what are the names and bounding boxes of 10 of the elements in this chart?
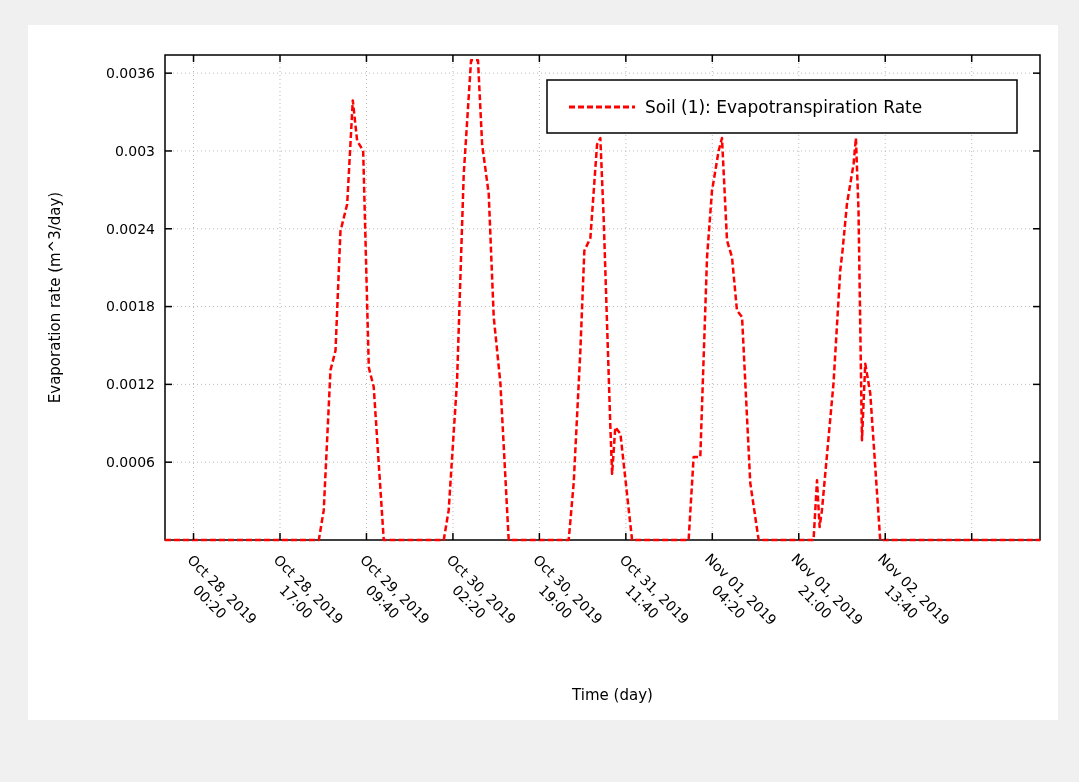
legend-label: Soil (1): Evapotranspiration Rate: [645, 96, 923, 117]
y-tick-label: 0.0018: [106, 298, 155, 315]
y-tick-label: 0.0012: [106, 376, 155, 393]
y-tick-label: 0.0006: [106, 454, 156, 471]
y-tick-label: 0.0024: [106, 220, 156, 237]
y-tick-label: 0.003: [114, 142, 155, 159]
x-axis-title: Time (day): [571, 686, 653, 704]
line-series: [163, 58, 1042, 542]
y-tick-label: 0.0036: [106, 65, 156, 82]
y-axis-title: Evaporation rate (m^3/day): [46, 191, 64, 404]
